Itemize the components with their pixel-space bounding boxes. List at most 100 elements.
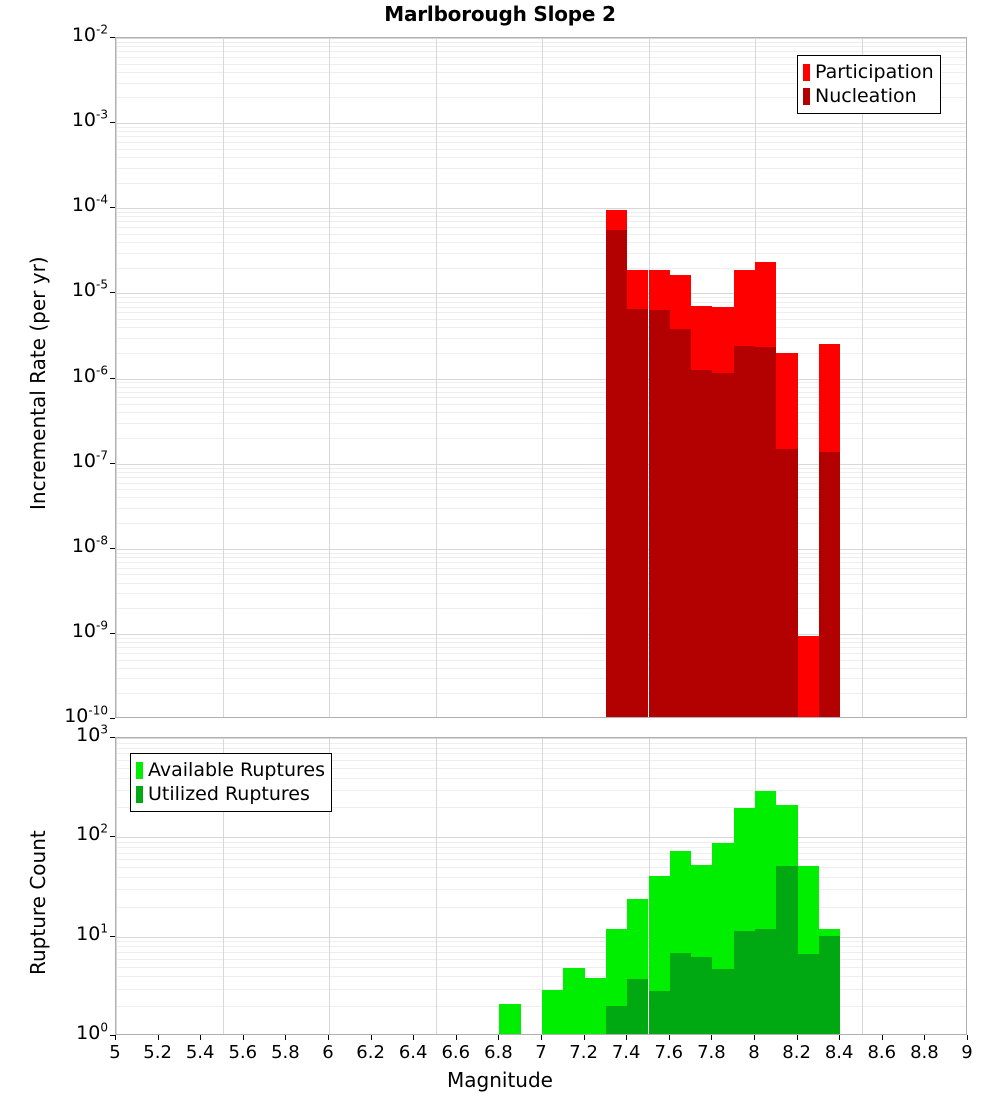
x-axis-tick-mark [456,1035,457,1040]
x-axis-tick-mark [285,1035,286,1040]
bar [648,991,670,1034]
bar [627,978,649,1034]
y-axis-tick-label: 102 [76,822,108,846]
bar [691,957,713,1034]
bar [733,930,755,1034]
x-axis-tick-mark [498,1035,499,1040]
x-axis-tick-label: 5.8 [271,1042,300,1063]
x-axis-tick-mark [882,1035,883,1040]
x-axis-tick-mark [541,1035,542,1040]
participation-color-swatch [803,63,810,81]
bar [776,866,798,1034]
top-plot-y-axis-title: Incremental Rate (per yr) [26,256,50,510]
y-axis-tick-mark [110,207,115,208]
legend-label-nucleation: Nucleation [815,84,917,107]
top-plot-legend: Participation Nucleation [797,55,941,114]
y-axis-tick-mark [110,836,115,837]
bar [584,977,606,1034]
x-axis-tick-label: 5.4 [185,1042,215,1063]
x-axis-tick-label: 5.6 [228,1042,258,1063]
y-axis-tick-mark [110,292,115,293]
y-axis-tick-label: 10-6 [71,363,108,387]
bar [755,928,777,1034]
x-axis-tick-mark [115,1035,116,1040]
x-axis-tick-label: 6.4 [398,1042,428,1063]
y-axis-tick-label: 10-9 [71,618,108,642]
page-title: Marlborough Slope 2 [384,2,616,26]
bar [797,635,819,717]
x-axis-tick-mark [797,1035,798,1040]
y-axis-tick-mark [110,1035,115,1036]
x-axis-tick-label: 7.8 [697,1042,726,1063]
x-axis-tick-mark [924,1035,925,1040]
bar [712,372,734,717]
bottom-plot-gridlines [116,738,966,1034]
x-axis-tick-label: 6.2 [356,1042,385,1063]
x-axis-tick-mark [711,1035,712,1040]
y-axis-tick-label: 103 [76,722,108,746]
bar [542,989,564,1034]
x-axis-tick-mark [243,1035,244,1040]
y-axis-tick-mark [110,378,115,379]
x-axis-tick-label: 7.4 [611,1042,641,1063]
bar [818,936,841,1034]
bar [669,329,692,717]
bar [669,953,692,1034]
x-axis-tick-mark [328,1035,329,1040]
y-axis-tick-mark [110,463,115,464]
x-axis-tick-label: 7.6 [654,1042,684,1063]
available-ruptures-color-swatch [136,761,143,779]
y-axis-tick-label: 10-7 [71,448,108,472]
y-axis-tick-label: 100 [76,1020,108,1044]
y-axis-tick-mark [110,718,115,719]
x-axis-tick-label: 8.6 [867,1042,897,1063]
x-axis-tick-mark [839,1035,840,1040]
x-axis-title: Magnitude [447,1068,553,1092]
bar [563,968,585,1034]
incremental-rate-plot [115,37,967,718]
x-axis-tick-label: 8.2 [782,1042,811,1063]
bar [776,449,798,717]
bar [712,969,734,1034]
bar [691,369,713,717]
y-axis-tick-label: 10-3 [71,107,108,132]
bottom-plot-legend: Available Ruptures Utilized Ruptures [130,753,332,812]
y-axis-tick-label: 10-10 [64,703,108,727]
y-axis-tick-label: 101 [76,921,108,945]
legend-item-participation[interactable]: Participation [803,60,934,84]
x-axis-tick-label: 8 [748,1042,760,1063]
bottom-plot-bars [116,738,966,1034]
x-axis-tick-label: 8.8 [910,1042,939,1063]
y-axis-tick-label: 10-8 [71,533,108,557]
bar [733,345,755,717]
bar [605,230,628,717]
top-plot-bars [116,38,966,717]
top-plot-gridlines [116,38,966,717]
x-axis-tick-mark [754,1035,755,1040]
x-axis-tick-label: 8.4 [824,1042,854,1063]
y-axis-tick-label: 10-4 [71,192,108,217]
legend-item-available-ruptures[interactable]: Available Ruptures [136,758,325,782]
bar [818,451,841,717]
legend-label-participation: Participation [815,60,934,83]
y-axis-tick-mark [110,548,115,549]
x-axis-tick-mark [967,1035,968,1040]
x-axis-tick-mark [626,1035,627,1040]
bar [797,953,819,1034]
y-axis-tick-label: 10-2 [71,22,108,46]
legend-label-utilized-ruptures: Utilized Ruptures [148,782,310,805]
y-axis-tick-label: 10-5 [71,278,108,302]
y-axis-tick-mark [110,122,115,123]
y-axis-tick-mark [110,936,115,937]
bottom-plot-y-axis-title: Rupture Count [26,830,50,975]
bar [499,1004,521,1034]
legend-item-nucleation[interactable]: Nucleation [803,84,934,108]
legend-label-available-ruptures: Available Ruptures [148,758,325,781]
bar [605,1006,628,1034]
x-axis-tick-mark [669,1035,670,1040]
legend-item-utilized-ruptures[interactable]: Utilized Ruptures [136,782,325,806]
x-axis-tick-label: 7.2 [569,1042,598,1063]
nucleation-color-swatch [803,87,810,105]
x-axis-tick-label: 6.6 [441,1042,471,1063]
x-axis-tick-label: 5.2 [143,1042,172,1063]
